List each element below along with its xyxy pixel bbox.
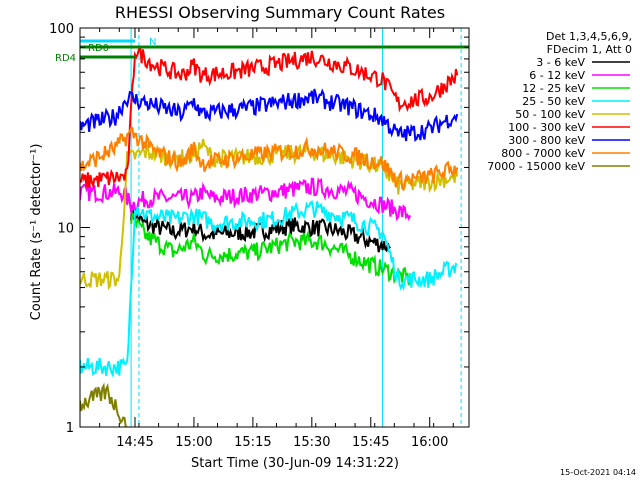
legend: Det 1,3,4,5,6,9, FDecim 1, Att 0 3 - 6 k… [487,30,632,173]
legend-label-4: 25 - 50 keV [522,95,585,108]
plot-area: RD0 RD4 N [55,28,469,427]
legend-label-8: 800 - 7000 keV [501,147,585,160]
y-axis-label: Count Rate (s⁻¹ detector⁻¹) [29,144,44,321]
x-tick-label: 16:00 [411,435,448,450]
flag-label-rd4: RD4 [55,53,76,64]
legend-header-line-1: Det 1,3,4,5,6,9, [546,30,632,43]
series-line-8 [80,126,459,192]
flag-label-n: N [149,37,156,48]
y-tick-label: 10 [57,222,74,237]
series-line-4 [80,199,458,379]
x-tick-label: 15:30 [293,435,330,450]
axes: 1 10 100 14:45 15:00 15:15 15:30 15:45 16:00 [49,22,469,450]
legend-label-3: 12 - 25 keV [522,82,585,95]
y-tick-label: 1 [66,421,74,436]
legend-label-7: 300 - 800 keV [508,134,585,147]
x-axis-label: Start Time (30-Jun-09 14:31:22) [191,456,399,471]
legend-label-5: 50 - 100 keV [515,108,585,121]
legend-header-line-2: FDecim 1, Att 0 [547,43,632,56]
chart-title: RHESSI Observing Summary Count Rates [115,3,445,22]
series-line-3 [130,211,412,286]
plot-content [80,28,462,427]
series-line-7 [80,88,459,143]
y-tick-label: 100 [49,22,74,37]
x-tick-label: 15:00 [175,435,212,450]
legend-label-1: 3 - 6 keV [536,56,585,69]
flag-label-rd0: RD0 [88,43,109,54]
series-line-2 [80,177,412,222]
series-line-6 [80,45,459,189]
legend-label-6: 100 - 300 keV [508,121,585,134]
series-line-9 [80,382,128,427]
legend-label-2: 6 - 12 keV [529,69,585,82]
x-tick-label: 14:45 [116,435,153,450]
x-tick-label: 15:15 [234,435,271,450]
x-tick-label: 15:45 [352,435,389,450]
legend-label-9: 7000 - 15000 keV [487,160,585,173]
generation-timestamp: 15-Oct-2021 04:14 [560,468,636,477]
